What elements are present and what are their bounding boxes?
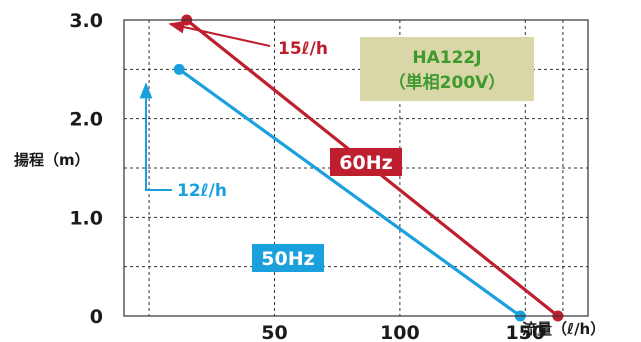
badge-60hz-background xyxy=(330,148,402,176)
callouts: 15ℓ/h 12ℓ/h xyxy=(139,20,328,201)
x-tick-label: 100 xyxy=(380,322,420,342)
plot-frame xyxy=(123,19,589,317)
y-tick-label: 3.0 xyxy=(69,10,103,32)
y-tick-label: 2.0 xyxy=(69,109,103,131)
callout-60hz-label: 15ℓ/h xyxy=(278,39,328,59)
model-label-box: HA122J （単相200V） xyxy=(360,37,534,101)
badge-50hz-background xyxy=(252,244,324,272)
series-line-50hz xyxy=(178,68,522,318)
x-tick-label: 150 xyxy=(505,322,545,342)
frequency-badges: 60Hz 50Hz xyxy=(252,148,402,272)
y-tick-label: 1.0 xyxy=(69,207,103,229)
x-axis-label: 流量（ℓ/h） xyxy=(522,320,605,338)
model-box-background xyxy=(360,37,534,101)
callout-60hz-arrow xyxy=(168,20,271,47)
badge-50hz-label: 50Hz xyxy=(261,248,314,270)
x-tick-label: 50 xyxy=(261,322,287,342)
model-spec: （単相200V） xyxy=(389,72,506,93)
y-tick-label: 0 xyxy=(90,306,103,328)
tick-labels: 50 100 150 0 1.0 2.0 3.0 xyxy=(69,10,545,342)
y-axis-label: 揚程（m） xyxy=(14,151,90,169)
callout-50hz-label: 12ℓ/h xyxy=(177,181,227,201)
callout-50hz-arrow xyxy=(139,82,172,191)
badge-60hz-label: 60Hz xyxy=(339,152,392,174)
series-point-50hz xyxy=(173,63,185,75)
model-name: HA122J xyxy=(412,48,481,68)
